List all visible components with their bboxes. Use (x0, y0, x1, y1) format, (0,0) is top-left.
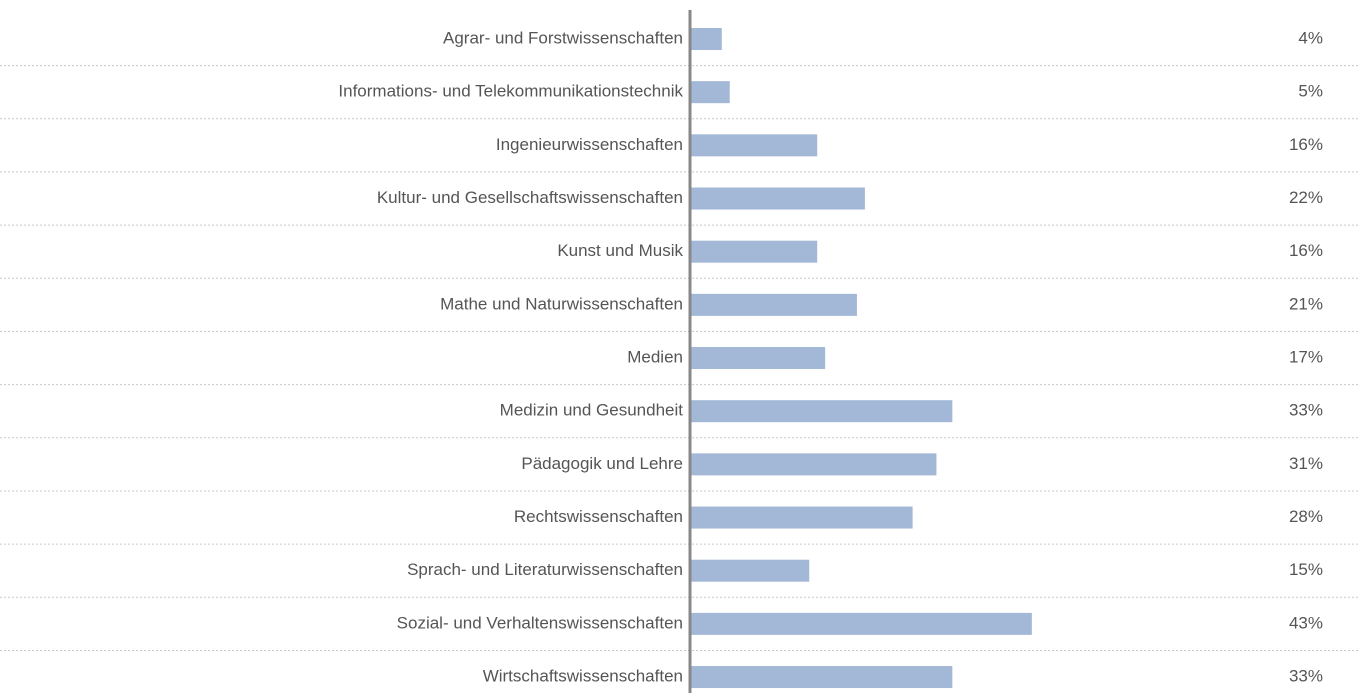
value-label: 33% (1289, 401, 1323, 420)
category-label: Rechtswissenschaften (514, 507, 683, 526)
category-label: Medien (627, 348, 683, 367)
category-label: Kultur- und Gesellschaftswissenschaften (377, 188, 683, 207)
category-label: Pädagogik und Lehre (521, 454, 683, 473)
category-label: Sprach- und Literaturwissenschaften (407, 560, 683, 579)
value-label: 31% (1289, 454, 1323, 473)
category-label: Ingenieurwissenschaften (496, 135, 683, 154)
category-label: Agrar- und Forstwissenschaften (443, 28, 683, 47)
category-label: Medizin und Gesundheit (500, 401, 684, 420)
value-label: 4% (1298, 28, 1323, 47)
category-label: Kunst und Musik (557, 241, 683, 260)
bar (690, 134, 818, 157)
bar (690, 506, 913, 529)
bar (690, 81, 730, 104)
value-label: 17% (1289, 348, 1323, 367)
bar (690, 559, 810, 582)
bar (690, 293, 857, 316)
bar (690, 28, 722, 50)
bar (690, 666, 953, 689)
value-label: 28% (1289, 507, 1323, 526)
bar (690, 612, 1032, 635)
category-label: Sozial- und Verhaltenswissenschaften (397, 613, 683, 632)
value-label: 5% (1298, 82, 1323, 101)
value-label: 16% (1289, 241, 1323, 260)
bar (690, 347, 826, 370)
value-label: 15% (1289, 560, 1323, 579)
value-label: 21% (1289, 294, 1323, 313)
bar (690, 187, 865, 210)
category-label: Informations- und Telekommunikationstech… (338, 82, 683, 101)
value-label: 16% (1289, 135, 1323, 154)
bar (690, 453, 937, 476)
category-label: Mathe und Naturwissenschaften (440, 294, 683, 313)
value-label: 22% (1289, 188, 1323, 207)
value-label: 43% (1289, 613, 1323, 632)
bar (690, 240, 818, 263)
category-label: Wirtschaftswissenschaften (483, 667, 683, 686)
bar (690, 400, 953, 423)
value-label: 33% (1289, 667, 1323, 686)
